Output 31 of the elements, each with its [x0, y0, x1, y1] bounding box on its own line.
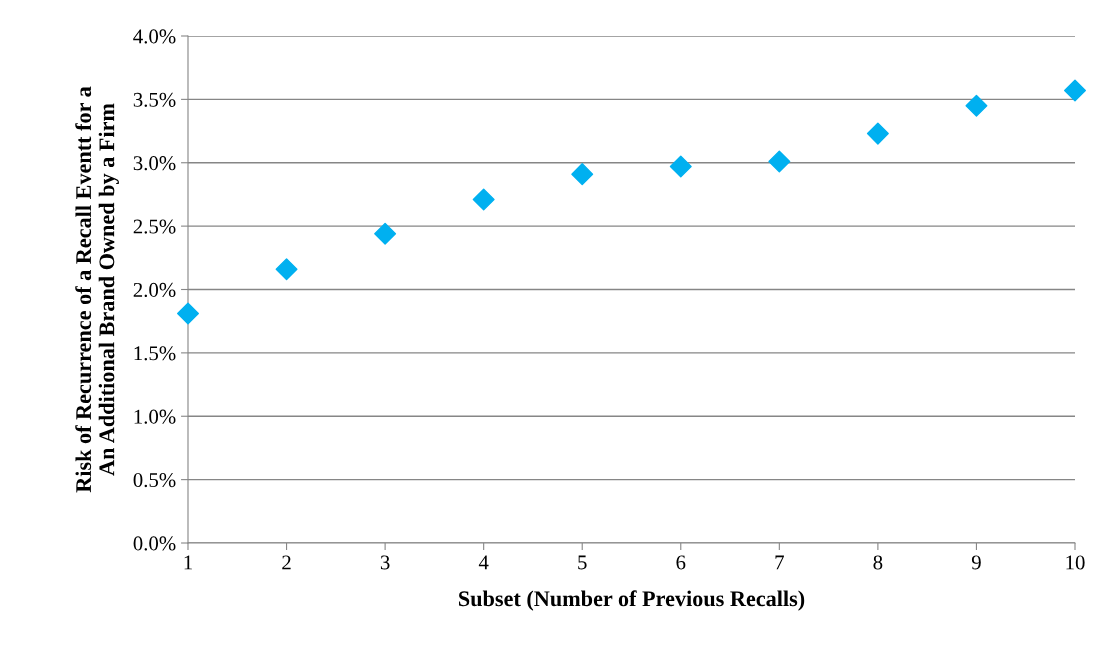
- y-tick-label: 3.5%: [133, 92, 176, 107]
- y-tick-label: 2.5%: [133, 219, 176, 234]
- y-tick-label: 1.0%: [134, 409, 176, 424]
- point: [965, 94, 988, 117]
- y-axis-title: Risk of Recurrence of a Recall Eventt for a An Additional Brand Owned by a Firm: [75, 86, 119, 493]
- x-tick-label: 10: [1066, 555, 1085, 570]
- x-tick-label: 4: [478, 555, 489, 570]
- x-tick-label: 3: [380, 555, 390, 570]
- x-tick-label: 9: [971, 555, 981, 570]
- x-axis-title: Subset (Number of Previous Recalls): [459, 590, 805, 611]
- x-tick-label: 7: [775, 555, 784, 570]
- point: [669, 155, 692, 178]
- point: [177, 302, 199, 325]
- x-tick-label: 2: [282, 555, 291, 570]
- y-tick-label: 4.0%: [133, 29, 176, 44]
- x-tick-label: 1: [184, 555, 192, 570]
- y-tick-label: 3.0%: [133, 156, 176, 171]
- point: [768, 150, 791, 173]
- point: [866, 122, 889, 145]
- point: [1064, 79, 1086, 102]
- x-tick-label: 8: [873, 555, 883, 570]
- y-tick-label: 0.0%: [133, 536, 176, 551]
- point: [472, 188, 495, 211]
- x-tick-label: 5: [578, 555, 587, 570]
- point: [571, 163, 594, 186]
- y-tick-label: 0.5%: [133, 473, 176, 488]
- point: [275, 258, 298, 281]
- point: [374, 222, 397, 245]
- y-tick-label: 1.5%: [134, 346, 176, 361]
- x-tick-label: 6: [676, 555, 686, 570]
- y-tick-label: 2.0%: [133, 282, 176, 298]
